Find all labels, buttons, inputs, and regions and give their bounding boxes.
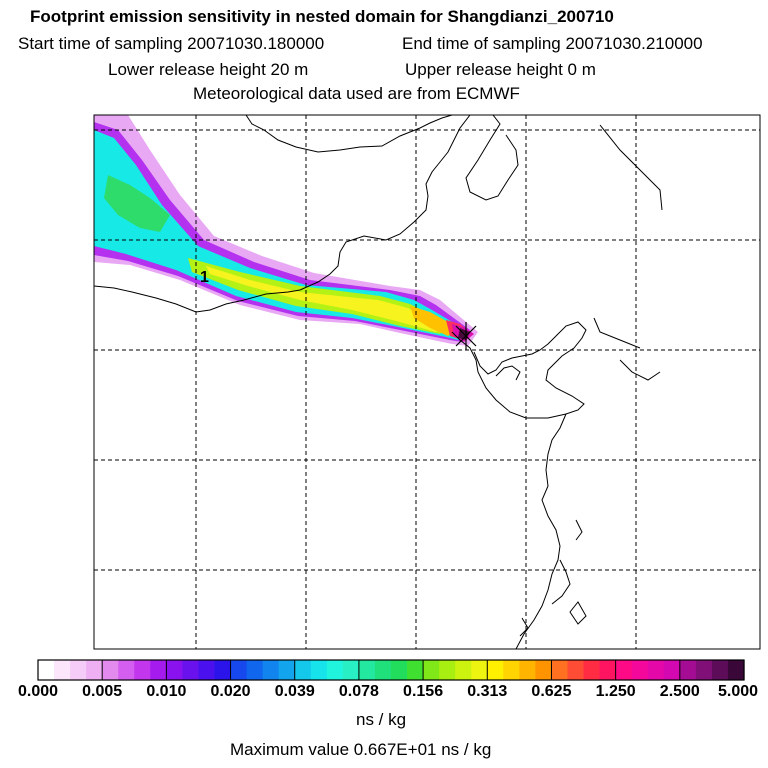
- colorbar-cell: [198, 660, 216, 680]
- colorbar-cell: [631, 660, 649, 680]
- colorbar-cell: [102, 660, 119, 680]
- colorbar-tick-label: 2.500: [659, 683, 700, 700]
- colorbar-cell: [182, 660, 200, 680]
- colorbar-tick-label: 0.156: [403, 683, 444, 700]
- colorbar-cell: [262, 660, 280, 680]
- colorbar-cell: [503, 660, 520, 680]
- colorbar-cell: [230, 660, 248, 680]
- colorbar-cell: [134, 660, 151, 680]
- upper-release-height-label: Upper release height 0 m: [405, 60, 596, 79]
- colorbar-cell: [70, 660, 87, 680]
- colorbar-cell: [278, 660, 296, 680]
- colorbar-tick-label: 0.005: [82, 683, 123, 700]
- met-data-label: Meteorological data used are from ECMWF: [193, 84, 520, 103]
- colorbar: [37, 659, 745, 681]
- trajectory-marker-label: 1: [200, 269, 209, 286]
- colorbar-cell: [118, 660, 135, 680]
- colorbar-cell: [471, 660, 488, 680]
- colorbar-tick-label: 0.020: [210, 683, 251, 700]
- colorbar-tick-label: 0.625: [531, 683, 572, 700]
- colorbar-unit: ns / kg: [356, 710, 407, 729]
- colorbar-cell: [407, 660, 424, 680]
- plume-yellow: [206, 266, 442, 332]
- colorbar-cell: [695, 660, 713, 680]
- plume-green-west: [104, 175, 170, 232]
- colorbar-cell: [310, 660, 328, 680]
- colorbar-cell: [599, 660, 617, 680]
- graticule: [94, 115, 760, 649]
- colorbar-cell: [455, 660, 472, 680]
- colorbar-tick-label: 0.078: [338, 683, 379, 700]
- receptor-marker: [455, 322, 477, 350]
- colorbar-cell: [86, 660, 103, 680]
- coastlines: [94, 115, 663, 649]
- end-time-label: End time of sampling 20071030.210000: [402, 34, 703, 53]
- colorbar-cell: [663, 660, 681, 680]
- colorbar-cell: [711, 660, 729, 680]
- colorbar-tick-label: 0.039: [274, 683, 315, 700]
- colorbar-cell: [246, 660, 264, 680]
- plume-orange: [410, 306, 456, 336]
- colorbar-cell: [423, 660, 440, 680]
- colorbar-cell: [535, 660, 553, 680]
- colorbar-cell: [727, 660, 745, 680]
- colorbar-tick-label: 5.000: [717, 683, 759, 700]
- lower-release-height-label: Lower release height 20 m: [108, 60, 309, 79]
- plume-outer: [94, 115, 478, 346]
- colorbar-cell: [342, 660, 360, 680]
- colorbar-cell: [214, 660, 232, 680]
- colorbar-tick-label: 1.250: [595, 683, 636, 700]
- colorbar-cell: [551, 660, 569, 680]
- colorbar-cell: [567, 660, 585, 680]
- colorbar-cell: [439, 660, 456, 680]
- colorbar-cell: [647, 660, 665, 680]
- map-frame: [93, 114, 761, 650]
- colorbar-cell: [294, 660, 312, 680]
- colorbar-cell: [583, 660, 601, 680]
- colorbar-cell: [679, 660, 697, 680]
- figure-title: Footprint emission sensitivity in nested…: [30, 7, 614, 26]
- colorbar-tick-label: 0.313: [467, 683, 508, 700]
- colorbar-cell: [326, 660, 344, 680]
- colorbar-frame: [37, 659, 745, 681]
- colorbar-cell: [615, 660, 633, 680]
- maximum-value-label: Maximum value 0.667E+01 ns / kg: [230, 740, 492, 759]
- colorbar-cell: [166, 660, 184, 680]
- colorbar-cell: [519, 660, 537, 680]
- colorbar-cell: [38, 660, 55, 680]
- colorbar-tick-label: 0.010: [146, 683, 187, 700]
- colorbar-tick-label: 0.000: [17, 683, 59, 700]
- colorbar-cell: [487, 660, 504, 680]
- colorbar-cell: [374, 660, 392, 680]
- colorbar-cell: [150, 660, 167, 680]
- colorbar-cell: [54, 660, 71, 680]
- colorbar-cell: [391, 660, 408, 680]
- colorbar-cell: [358, 660, 376, 680]
- start-time-label: Start time of sampling 20071030.180000: [18, 34, 325, 53]
